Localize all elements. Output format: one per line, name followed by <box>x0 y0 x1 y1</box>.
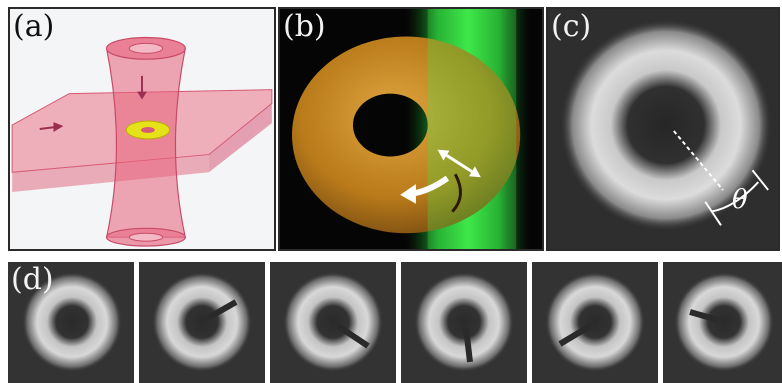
panel-label-b: (b) <box>283 9 326 44</box>
torus-rendering <box>291 9 531 249</box>
panel-c: θ (c) <box>546 7 780 251</box>
ring-frame-1 <box>8 262 134 383</box>
ring-sequence <box>8 262 782 383</box>
ring-frame-4 <box>401 262 527 383</box>
angle-theta-label: θ <box>732 185 748 215</box>
panel-label-c: (c) <box>551 9 592 44</box>
panel-label-a: (a) <box>13 9 55 44</box>
ring-frame-3 <box>270 262 396 383</box>
crossed-beams-schematic <box>11 36 273 247</box>
ring-frame-6 <box>663 262 782 383</box>
panel-b: (b) <box>278 7 544 251</box>
panel-label-d: (d) <box>11 262 54 297</box>
ring-image <box>559 18 773 232</box>
ring-frame-5 <box>532 262 658 383</box>
ring-frame-2 <box>139 262 265 383</box>
panel-d: (d) <box>8 262 782 383</box>
panel-a: (a) <box>8 7 276 251</box>
